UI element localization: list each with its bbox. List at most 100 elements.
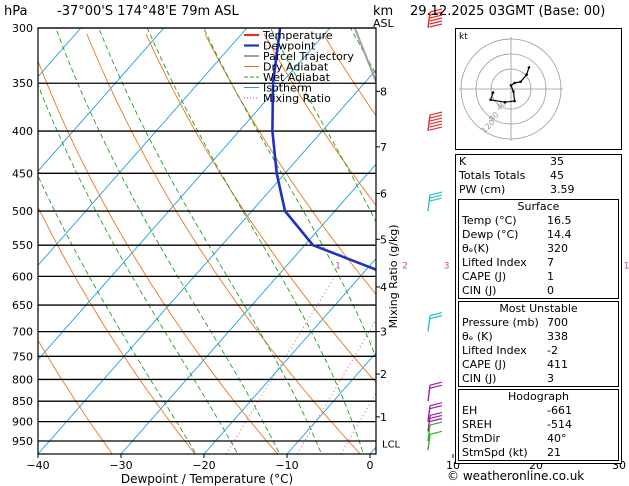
pressure-tick-label: 400 bbox=[12, 125, 33, 138]
pressure-tick-label: 550 bbox=[12, 239, 33, 252]
legend-label: Isotherm bbox=[263, 82, 312, 95]
most-unstable-value: -2 bbox=[547, 344, 558, 357]
hodograph-stat-row: EH -661 bbox=[459, 404, 618, 418]
index-value: 45 bbox=[550, 169, 564, 182]
most-unstable-row: CIN (J) 3 bbox=[459, 372, 618, 386]
credit-text: © weatheronline.co.uk bbox=[447, 469, 585, 483]
asl-label: ASL bbox=[373, 17, 394, 30]
surface-value: 320 bbox=[547, 242, 568, 255]
surface-section: Surface Temp (°C) 16.5 Dewp (°C) 14.4 θₑ(K) 3… bbox=[458, 199, 619, 299]
surface-row: CIN (J) 0 bbox=[459, 284, 618, 298]
isotherm-line bbox=[38, 28, 165, 172]
dry-adiabat-line bbox=[145, 33, 376, 384]
pressure-tick-label: 750 bbox=[12, 350, 33, 363]
x-tick-label: −20 bbox=[192, 459, 215, 472]
pressure-tick-label: 850 bbox=[12, 395, 33, 408]
most-unstable-row: Pressure (mb) 700 bbox=[459, 316, 618, 330]
most-unstable-title: Most Unstable bbox=[499, 302, 578, 315]
surface-row: Temp (°C) 16.5 bbox=[459, 214, 618, 228]
isotherm-line bbox=[38, 28, 331, 361]
most-unstable-label: Lifted Index bbox=[462, 344, 527, 357]
pressure-tick-label: 650 bbox=[12, 299, 33, 312]
location-title: -37°00'S 174°48'E 79m ASL bbox=[57, 4, 239, 19]
hodograph-stat-label: StmSpd (kt) bbox=[462, 446, 528, 459]
hodograph-trace bbox=[489, 67, 530, 103]
surface-label: Dewp (°C) bbox=[462, 228, 519, 241]
km-tick-label: 6 bbox=[380, 187, 387, 200]
isotherm-line bbox=[203, 257, 376, 454]
index-value: 3.59 bbox=[550, 183, 575, 196]
km-tick-label: 8 bbox=[380, 85, 387, 98]
hpa-label: hPa bbox=[4, 4, 28, 19]
hodograph-stat-value: -661 bbox=[547, 404, 572, 417]
surface-row: Lifted Index 7 bbox=[459, 256, 618, 270]
y-axis-label: Mixing Ratio (g/kg) bbox=[387, 224, 400, 328]
dry-adiabat-line bbox=[38, 205, 196, 454]
dry-adiabat-line bbox=[204, 33, 376, 295]
isotherm-line bbox=[38, 69, 376, 454]
index-row: Totals Totals 45 bbox=[456, 169, 621, 183]
hodograph-point bbox=[489, 98, 492, 102]
hodograph-point bbox=[525, 73, 528, 76]
hodograph-stat-row: SREH -514 bbox=[459, 418, 618, 432]
surface-value: 0 bbox=[547, 284, 554, 297]
most-unstable-label: CIN (J) bbox=[462, 372, 497, 385]
pressure-tick-label: 600 bbox=[12, 270, 33, 283]
hodograph-point bbox=[509, 84, 513, 87]
lcl-label: LCL bbox=[382, 440, 401, 451]
hodograph-point bbox=[513, 81, 516, 85]
index-label: Totals Totals bbox=[459, 169, 526, 182]
most-unstable-value: 700 bbox=[547, 316, 568, 329]
most-unstable-row: θₑ (K) 338 bbox=[459, 330, 618, 344]
most-unstable-row: Lifted Index -2 bbox=[459, 344, 618, 358]
surface-value: 14.4 bbox=[547, 228, 572, 241]
datetime-title: 29.12.2025 03GMT (Base: 00) bbox=[410, 4, 606, 19]
surface-label: CAPE (J) bbox=[462, 270, 507, 283]
hodograph-title: Hodograph bbox=[508, 390, 569, 403]
surface-row: Dewp (°C) 14.4 bbox=[459, 228, 618, 242]
mixing-ratio-label: 15 bbox=[624, 262, 629, 272]
hodograph-point bbox=[513, 99, 516, 103]
surface-value: 7 bbox=[547, 256, 554, 269]
x-tick-label: −10 bbox=[275, 459, 298, 472]
mixing-ratio-label: 3 bbox=[444, 262, 450, 272]
surface-row: θₑ(K) 320 bbox=[459, 242, 618, 256]
wind-barb bbox=[427, 111, 443, 132]
surface-value: 1 bbox=[547, 270, 554, 283]
wind-barb bbox=[427, 191, 443, 212]
most-unstable-value: 3 bbox=[547, 372, 554, 385]
legend-label: Temperature bbox=[262, 29, 333, 42]
hodograph-point bbox=[512, 90, 515, 93]
surface-label: Lifted Index bbox=[462, 256, 527, 269]
index-value: 35 bbox=[550, 155, 564, 168]
km-tick-label: 2 bbox=[380, 368, 387, 381]
x-axis-label: Dewpoint / Temperature (°C) bbox=[121, 472, 293, 486]
surface-row: CAPE (J) 1 bbox=[459, 270, 618, 284]
x-tick-label: 0 bbox=[367, 459, 374, 472]
pressure-tick-label: 950 bbox=[12, 435, 33, 448]
wet-adiabat-line bbox=[98, 28, 322, 454]
surface-label: CIN (J) bbox=[462, 284, 497, 297]
pressure-tick-label: 800 bbox=[12, 373, 33, 386]
wind-barb bbox=[427, 381, 443, 402]
legend-label: Parcel Trajectory bbox=[263, 50, 354, 63]
most-unstable-label: CAPE (J) bbox=[462, 358, 507, 371]
hodograph-point bbox=[519, 80, 522, 84]
wind-barb bbox=[427, 430, 443, 451]
wind-barb bbox=[427, 312, 443, 332]
isotherm-line bbox=[38, 28, 248, 267]
km-tick-label: 3 bbox=[380, 326, 387, 339]
surface-title: Surface bbox=[517, 200, 560, 213]
pressure-tick-label: 900 bbox=[12, 416, 33, 429]
hodograph-point bbox=[503, 100, 507, 104]
legend-label: Dewpoint bbox=[263, 40, 316, 53]
hodograph-stat-value: 40° bbox=[547, 432, 567, 445]
pressure-tick-label: 700 bbox=[12, 326, 33, 339]
index-table: K 35 Totals Totals 45 PW (cm) 3.59 Surface Te… bbox=[455, 154, 622, 464]
most-unstable-label: Pressure (mb) bbox=[462, 316, 539, 329]
index-label: PW (cm) bbox=[459, 183, 506, 196]
pressure-tick-label: 350 bbox=[12, 77, 33, 90]
hodograph-stat-row: StmDir 40° bbox=[459, 432, 618, 446]
mixing-ratio-label: 2 bbox=[402, 262, 408, 272]
